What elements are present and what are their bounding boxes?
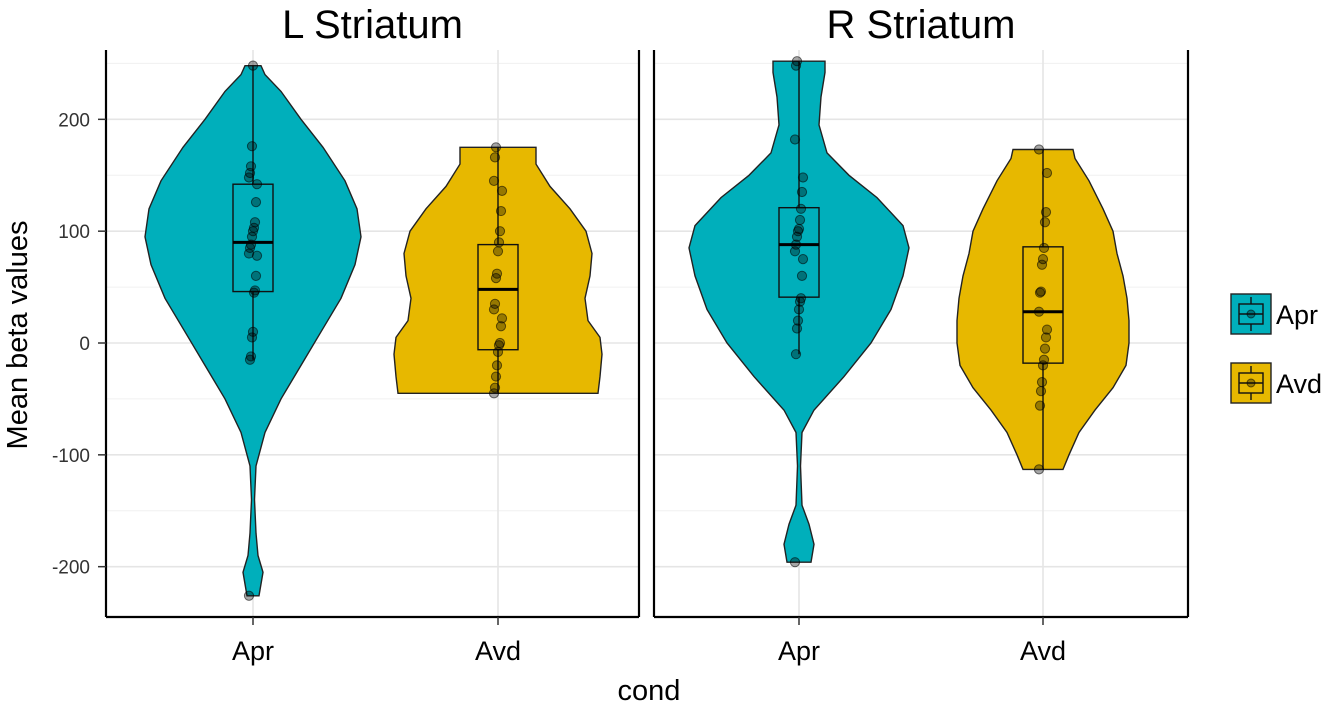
legend-key-point [1246, 309, 1256, 319]
data-point [245, 161, 257, 172]
data-point [1038, 354, 1050, 365]
group-apr [688, 56, 910, 568]
data-point [250, 196, 262, 208]
data-point [491, 360, 503, 371]
box [1022, 246, 1064, 364]
data-point [245, 351, 257, 362]
data-point [247, 60, 259, 71]
data-point [493, 237, 505, 248]
data-point [791, 323, 803, 334]
data-point [1040, 207, 1052, 218]
data-point [1035, 286, 1047, 297]
data-point [1033, 144, 1045, 155]
data-point [796, 270, 808, 282]
data-point [496, 185, 508, 197]
data-point [495, 205, 507, 217]
data-point [1041, 167, 1053, 179]
data-point [795, 203, 807, 214]
x-tick-label: Apr [232, 636, 274, 666]
data-point [488, 175, 500, 186]
data-point [791, 56, 803, 67]
x-tick-label: Apr [778, 636, 820, 666]
x-axis-title: cond [618, 675, 681, 706]
panel-2: Apr Avd R Striatum [652, 3, 1190, 666]
data-point [251, 250, 263, 261]
y-tick-label: 200 [58, 110, 90, 131]
data-point [494, 226, 506, 237]
y-axis: -200 -100 0 100 200 [52, 110, 106, 579]
legend-item-avd: Avd [1230, 362, 1322, 404]
data-point [1039, 217, 1051, 228]
data-point [245, 239, 257, 250]
data-point [792, 315, 804, 326]
y-axis-title: Mean beta values [2, 221, 34, 450]
panel-title: L Striatum [282, 3, 463, 47]
data-point [1034, 400, 1046, 411]
data-point [797, 172, 809, 183]
data-point [794, 214, 806, 226]
data-point [795, 293, 807, 304]
data-point [495, 321, 507, 332]
y-tick-label: 0 [79, 334, 90, 355]
legend-item-apr: Apr [1230, 293, 1318, 335]
data-point [790, 239, 802, 250]
data-point [496, 313, 508, 324]
data-point [243, 590, 255, 601]
x-tick-label: Avd [475, 636, 521, 666]
data-point [796, 186, 808, 198]
group-apr [144, 60, 362, 601]
data-point [490, 371, 502, 382]
legend-label: Avd [1276, 369, 1322, 399]
data-point [1039, 343, 1051, 354]
data-point [789, 134, 801, 145]
data-point [250, 270, 262, 282]
data-point [1041, 324, 1053, 335]
data-point [1033, 306, 1045, 317]
panel-title: R Striatum [827, 3, 1016, 47]
box [232, 183, 274, 293]
y-tick-label: -100 [52, 446, 90, 467]
legend-label: Apr [1276, 300, 1318, 330]
data-point [1036, 377, 1048, 388]
data-point [249, 285, 261, 296]
data-point [491, 268, 503, 279]
data-point [789, 557, 801, 568]
data-point [489, 152, 501, 163]
y-tick-label: -200 [52, 558, 90, 579]
data-point [246, 141, 258, 152]
box [477, 243, 519, 351]
data-point [1035, 385, 1047, 397]
data-point [249, 217, 261, 228]
group-avd [956, 144, 1130, 475]
group-avd [393, 142, 603, 399]
data-point [494, 337, 506, 349]
panels: Apr Avd L Striatum Apr Avd R Striatum [104, 3, 1190, 666]
data-point [790, 349, 802, 360]
data-point [489, 382, 501, 393]
data-point [1040, 332, 1052, 343]
y-tick-label: 100 [58, 222, 90, 243]
data-point [797, 254, 809, 265]
data-point [793, 223, 805, 235]
data-point [247, 326, 259, 337]
data-point [489, 298, 501, 309]
data-point [793, 304, 805, 315]
x-tick-label: Avd [1020, 636, 1066, 666]
data-point [492, 246, 504, 257]
panel-1: Apr Avd L Striatum [104, 3, 641, 666]
legend-key-point [1246, 378, 1256, 388]
legend: Apr Avd [1230, 293, 1322, 404]
data-point [1038, 242, 1050, 254]
data-point [251, 179, 263, 190]
data-point [1033, 464, 1045, 475]
data-point [490, 142, 502, 153]
data-point [1037, 254, 1049, 265]
